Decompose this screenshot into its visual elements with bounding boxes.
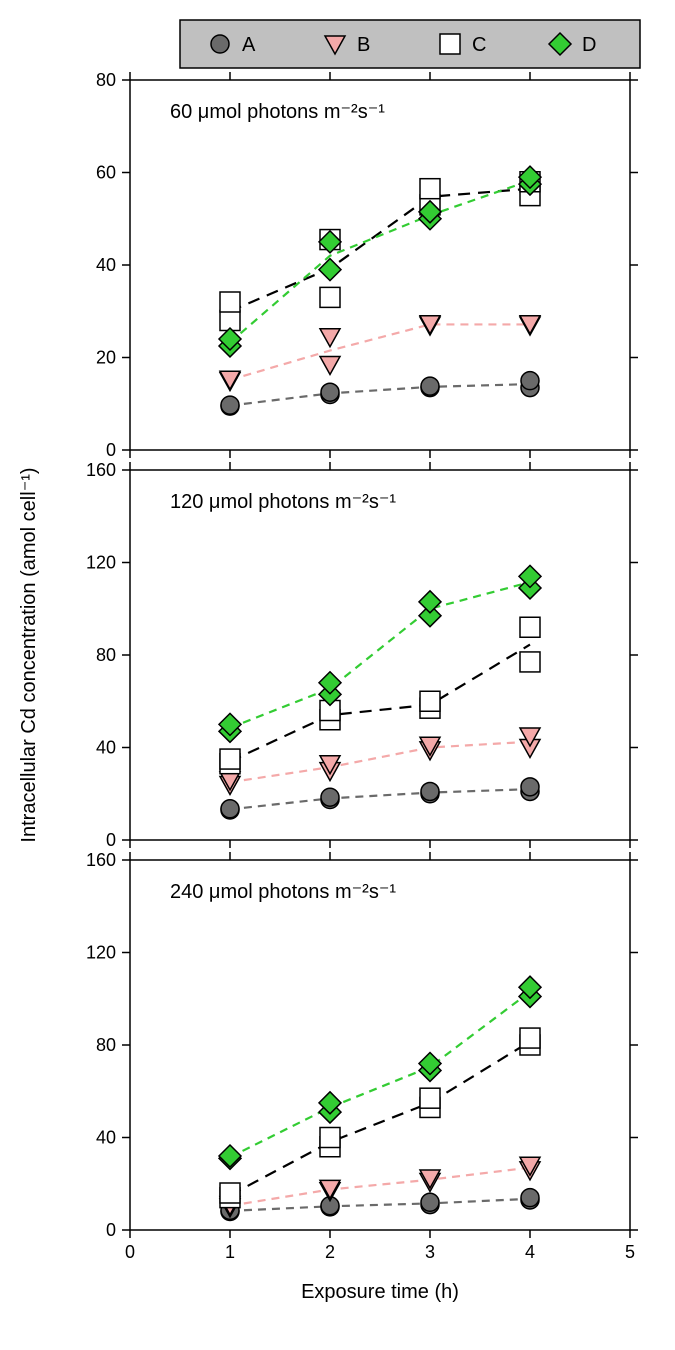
chart-svg: A B C D Intracellular Cd concentration (amol… [0, 0, 675, 1350]
panel-border-0 [130, 80, 630, 450]
series-line-b [230, 742, 530, 782]
panel-0: 0 20 40 60 80 60 μmol photons m⁻²s⁻¹ [96, 70, 638, 460]
series-line-d [230, 582, 530, 728]
ytick-label: 0 [106, 830, 116, 850]
marker-b [220, 371, 240, 389]
ytick-label: 80 [96, 1035, 116, 1055]
marker-c [420, 179, 440, 199]
series-line-b [230, 324, 530, 380]
ytick-label: 60 [96, 163, 116, 183]
marker-a [521, 1189, 539, 1207]
ytick-label: 0 [106, 1220, 116, 1240]
series-line-a [230, 789, 530, 809]
panel-border-2 [130, 860, 630, 1230]
xtick-label: 4 [525, 1242, 535, 1262]
xtick-label: 3 [425, 1242, 435, 1262]
marker-a [221, 800, 239, 818]
series-line-d [230, 992, 530, 1157]
panel-title-1: 120 μmol photons m⁻²s⁻¹ [170, 491, 396, 513]
marker-a [521, 372, 539, 390]
marker-b [320, 329, 340, 347]
marker-a [221, 396, 239, 414]
marker-c [220, 292, 240, 312]
legend-label-c: C [472, 34, 486, 56]
figure: A B C D Intracellular Cd concentration (amol… [0, 0, 675, 1350]
marker-c [520, 652, 540, 672]
ytick-label: 40 [96, 1128, 116, 1148]
marker-d [319, 259, 341, 281]
series-line-a [230, 1199, 530, 1211]
marker-c [220, 1183, 240, 1203]
marker-c [320, 287, 340, 307]
marker-a [421, 1193, 439, 1211]
ytick-label: 0 [106, 440, 116, 460]
ytick-label: 80 [96, 70, 116, 90]
ytick-label: 40 [96, 255, 116, 275]
marker-a [421, 782, 439, 800]
ytick-label: 120 [86, 943, 116, 963]
ytick-label: 160 [86, 460, 116, 480]
marker-c [320, 1128, 340, 1148]
marker-d [419, 591, 441, 613]
panel-border-1 [130, 470, 630, 840]
marker-a [321, 788, 339, 806]
legend-label-d: D [582, 34, 596, 56]
series-line-c [230, 189, 530, 312]
series-line-a [230, 384, 530, 406]
ytick-label: 40 [96, 738, 116, 758]
legend-marker-a [211, 35, 229, 53]
panel-title-0: 60 μmol photons m⁻²s⁻¹ [170, 101, 385, 123]
marker-c [420, 1088, 440, 1108]
xtick-label: 1 [225, 1242, 235, 1262]
ytick-label: 80 [96, 645, 116, 665]
ytick-label: 20 [96, 348, 116, 368]
marker-c [420, 691, 440, 711]
marker-a [521, 778, 539, 796]
ytick-label: 120 [86, 553, 116, 573]
legend-label-b: B [357, 34, 370, 56]
ytick-label: 160 [86, 850, 116, 870]
xtick-label: 2 [325, 1242, 335, 1262]
marker-a [421, 377, 439, 395]
xtick-label: 5 [625, 1242, 635, 1262]
panel-2: 0 40 80 120 160 0 1 2 3 4 5 240 μmol photons m⁻²s⁻¹ [86, 850, 638, 1262]
legend-marker-c [440, 34, 460, 54]
marker-d [219, 1145, 241, 1167]
marker-c [520, 1028, 540, 1048]
marker-c [520, 617, 540, 637]
legend-label-a: A [242, 34, 256, 56]
y-axis-label: Intracellular Cd concentration (amol cel… [18, 467, 40, 842]
panel-title-2: 240 μmol photons m⁻²s⁻¹ [170, 881, 396, 903]
xtick-label: 0 [125, 1242, 135, 1262]
panel-1: 0 40 80 120 160 120 μmol photons m⁻²s⁻¹ [86, 460, 638, 850]
x-axis-label: Exposure time (h) [301, 1281, 459, 1303]
marker-b [320, 356, 340, 374]
series-line-d [230, 181, 530, 343]
marker-a [321, 383, 339, 401]
marker-c [220, 749, 240, 769]
